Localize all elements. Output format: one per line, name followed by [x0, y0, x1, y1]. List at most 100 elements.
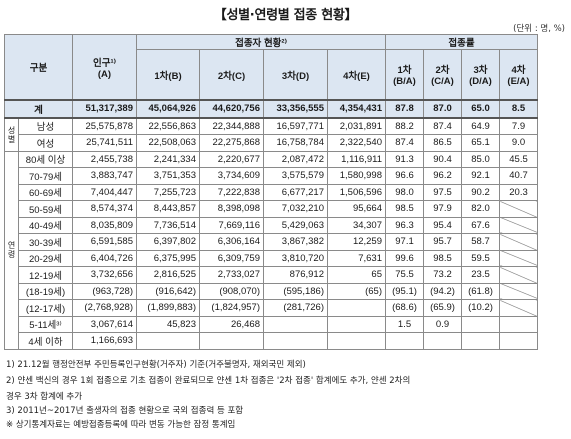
cell-dose4: (65) [327, 282, 386, 300]
footnote-line: 3) 2011년~2017년 출생자의 접종 현황으로 국외 접종력 등 포함 [6, 406, 244, 416]
cell-dose1: 6,397,802 [136, 233, 200, 251]
cell-rate4: 9.0 [499, 134, 538, 152]
cell-rate4 [499, 266, 538, 284]
header-rate4-sub: (E/A) [507, 76, 530, 87]
cell-dose3: 3,810,720 [263, 249, 328, 267]
cell-rate4: 45.5 [499, 150, 538, 168]
cell-rate3: 67.6 [461, 216, 500, 234]
cell-rate2: 97.5 [423, 183, 462, 201]
cell-rate2: 95.4 [423, 216, 462, 234]
cell-dose3: 5,429,063 [263, 216, 328, 234]
cell-population: 1,166,693 [72, 332, 137, 350]
vaccination-table: 구분 인구¹⁾ (A) 접종자 현황²⁾ 접종률 1차(B) 2차(C) 3차(… [4, 34, 538, 350]
cell-dose2: 26,468 [199, 315, 264, 333]
table-row: 50-59세 8,574,374 8,443,857 8,398,098 7,032,2… [5, 200, 538, 218]
header-vaccinated-group: 접종자 현황²⁾ [136, 34, 386, 50]
row-label: 계 [4, 99, 73, 119]
header-population-sub: (A) [97, 68, 112, 80]
cell-population: 3,067,614 [72, 315, 137, 333]
cell-dose2: 7,222,838 [199, 183, 264, 201]
header-rate1-label: 1차 [397, 65, 412, 76]
cell-dose1: (1,899,883) [136, 299, 200, 317]
table-row: 40-49세 8,035,809 7,736,514 7,669,116 5,429,0… [5, 216, 538, 234]
unit-label: (단위 : 명, %) [513, 24, 565, 34]
cell-dose4: 2,322,540 [327, 134, 386, 152]
cell-rate3: 23.5 [461, 266, 500, 284]
cell-dose1: 8,443,857 [136, 200, 200, 218]
cell-rate1: 88.2 [385, 117, 424, 135]
cell-dose4 [327, 332, 386, 350]
header-dose1: 1차(B) [136, 49, 200, 101]
header-rate2-label: 2차 [435, 65, 450, 76]
cell-rate3: 82.0 [461, 200, 500, 218]
table-row: 12-19세 3,732,656 2,816,525 2,733,027 876,912… [5, 266, 538, 284]
cell-dose4: 1,116,911 [327, 150, 386, 168]
cell-rate2: (65.9) [423, 299, 462, 317]
cell-rate3: (10.2) [461, 299, 500, 317]
cell-rate3: 90.2 [461, 183, 500, 201]
table-row: 20-29세 6,404,726 6,375,995 6,309,759 3,810,7… [5, 249, 538, 267]
cell-dose4: 1,506,596 [327, 183, 386, 201]
cell-population: 51,317,389 [72, 99, 137, 119]
cell-rate2: 86.5 [423, 134, 462, 152]
cell-dose2: 22,344,888 [199, 117, 264, 135]
cell-dose4: 95,664 [327, 200, 386, 218]
cell-rate2: 95.7 [423, 233, 462, 251]
group-label-age: 연령 [4, 150, 19, 350]
row-label: (12-17세) [18, 299, 73, 317]
cell-population: 8,574,374 [72, 200, 137, 218]
cell-rate1: 97.1 [385, 233, 424, 251]
footnote-line: 1) 21.12월 행정안전부 주민등록인구현황(거주자) 기준(거주불명자, … [6, 360, 306, 370]
cell-rate4: 20.3 [499, 183, 538, 201]
cell-rate4 [499, 216, 538, 234]
cell-dose3: 876,912 [263, 266, 328, 284]
header-dose4: 4차(E) [327, 49, 386, 101]
cell-dose2: 7,669,116 [199, 216, 264, 234]
row-label: 4세 이하 [18, 332, 73, 350]
cell-dose4: 65 [327, 266, 386, 284]
cell-rate3: 85.0 [461, 150, 500, 168]
table-row: (18-19세) (963,728) (916,642) (908,070) (595,… [5, 282, 538, 300]
cell-dose1: 3,751,353 [136, 167, 200, 185]
table-body: 계 51,317,389 45,064,926 44,620,756 33,35… [4, 99, 538, 350]
cell-dose3 [263, 332, 328, 350]
cell-dose4 [327, 315, 386, 333]
header-rate2: 2차 (C/A) [423, 49, 462, 101]
cell-dose4: 2,031,891 [327, 117, 386, 135]
cell-rate3: (61.8) [461, 282, 500, 300]
footnote-line: ※ 상기통계자료는 예방접종등록에 따라 변동 가능한 잠정 통계임 [6, 420, 236, 430]
cell-dose1: 45,823 [136, 315, 200, 333]
header-rate-group: 접종률 [385, 34, 538, 50]
cell-dose2: 22,275,868 [199, 134, 264, 152]
cell-dose2: 8,398,098 [199, 200, 264, 218]
header-rate3-sub: (D/A) [469, 76, 492, 87]
cell-population: 2,455,738 [72, 150, 137, 168]
cell-population: 25,741,511 [72, 134, 137, 152]
group-label-text: 연령 [7, 241, 16, 259]
row-label: 20-29세 [18, 249, 73, 267]
cell-population: 25,575,878 [72, 117, 137, 135]
table-row: 60-69세 7,404,447 7,255,723 7,222,838 6,677,2… [5, 183, 538, 201]
cell-dose2: 6,306,164 [199, 233, 264, 251]
cell-rate2: 87.0 [423, 99, 462, 119]
table-row: 여성 25,741,511 22,508,063 22,275,868 16,758,7… [5, 134, 538, 152]
row-label: 50-59세 [18, 200, 73, 218]
row-label: 80세 이상 [18, 150, 73, 168]
cell-dose2: 6,309,759 [199, 249, 264, 267]
cell-rate1: 91.3 [385, 150, 424, 168]
cell-dose1: 7,255,723 [136, 183, 200, 201]
cell-rate2: 73.2 [423, 266, 462, 284]
cell-dose2: 3,734,609 [199, 167, 264, 185]
cell-population: 7,404,447 [72, 183, 137, 201]
header-population-label: 인구¹⁾ [93, 57, 116, 69]
cell-rate2: 96.2 [423, 167, 462, 185]
cell-rate2: (94.2) [423, 282, 462, 300]
header-rate3: 3차 (D/A) [461, 49, 500, 101]
cell-rate4: 40.7 [499, 167, 538, 185]
cell-rate4 [499, 332, 538, 350]
cell-dose3: (281,726) [263, 299, 328, 317]
table-row: 5-11세³⁾ 3,067,614 45,823 26,468 1.5 0.9 [5, 315, 538, 333]
cell-rate1: 98.5 [385, 200, 424, 218]
cell-population: 3,732,656 [72, 266, 137, 284]
cell-rate1: 75.5 [385, 266, 424, 284]
